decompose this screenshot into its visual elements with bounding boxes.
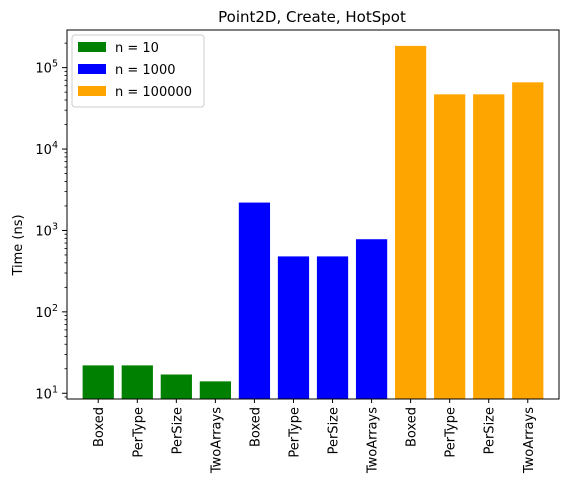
y-tick-label: 105 <box>35 59 58 77</box>
x-tick-label: TwoArrays <box>209 407 224 474</box>
bar-series2-twoarrays <box>512 82 544 399</box>
bar-series0-pertype <box>121 365 153 399</box>
legend-label: n = 100000 <box>115 85 192 100</box>
y-tick-label: 101 <box>35 384 58 402</box>
x-tick-label: Boxed <box>405 407 420 447</box>
x-tick-label: Boxed <box>248 407 263 447</box>
plot-frame <box>66 29 560 400</box>
bar-series2-pertype <box>434 94 466 399</box>
bar-series2-boxed <box>395 45 427 399</box>
bar-series2-persize <box>473 94 505 399</box>
bar-series1-twoarrays <box>355 239 388 399</box>
x-tick-label: PerSize <box>170 407 185 454</box>
legend: n = 10 n = 1000 n = 100000 <box>71 34 205 108</box>
x-tick-label: PerType <box>444 407 459 458</box>
bar-series0-persize <box>160 374 192 399</box>
legend-label: n = 1000 <box>115 63 175 78</box>
x-tick-label: PerSize <box>483 407 498 454</box>
axes-layer: Boxed PerType PerSize TwoArrays Boxed PerType… <box>35 29 560 474</box>
bar-series0-boxed <box>82 365 114 399</box>
bar-series0-twoarrays <box>199 381 231 399</box>
bar-series1-pertype <box>277 256 310 399</box>
y-axis-label: Time (ns) <box>11 214 26 276</box>
x-tick-label: TwoArrays <box>522 407 537 474</box>
legend-swatch <box>78 86 106 96</box>
legend-swatch <box>78 42 106 52</box>
y-tick-label: 103 <box>35 221 58 239</box>
legend-swatch <box>78 64 106 74</box>
y-tick-label: 102 <box>35 303 58 321</box>
bar-series1-boxed <box>238 202 271 399</box>
x-tick-label: TwoArrays <box>366 407 381 474</box>
bar-series1-persize <box>316 256 349 399</box>
legend-label: n = 10 <box>115 41 159 56</box>
x-tick-label: Boxed <box>92 407 107 447</box>
chart-title: Point2D, Create, HotSpot <box>218 8 406 26</box>
x-tick-label: PerType <box>287 407 302 458</box>
x-tick-label: PerSize <box>327 407 342 454</box>
x-tick-label: PerType <box>131 407 146 458</box>
y-tick-label: 104 <box>35 140 58 158</box>
bars-layer <box>82 45 544 399</box>
